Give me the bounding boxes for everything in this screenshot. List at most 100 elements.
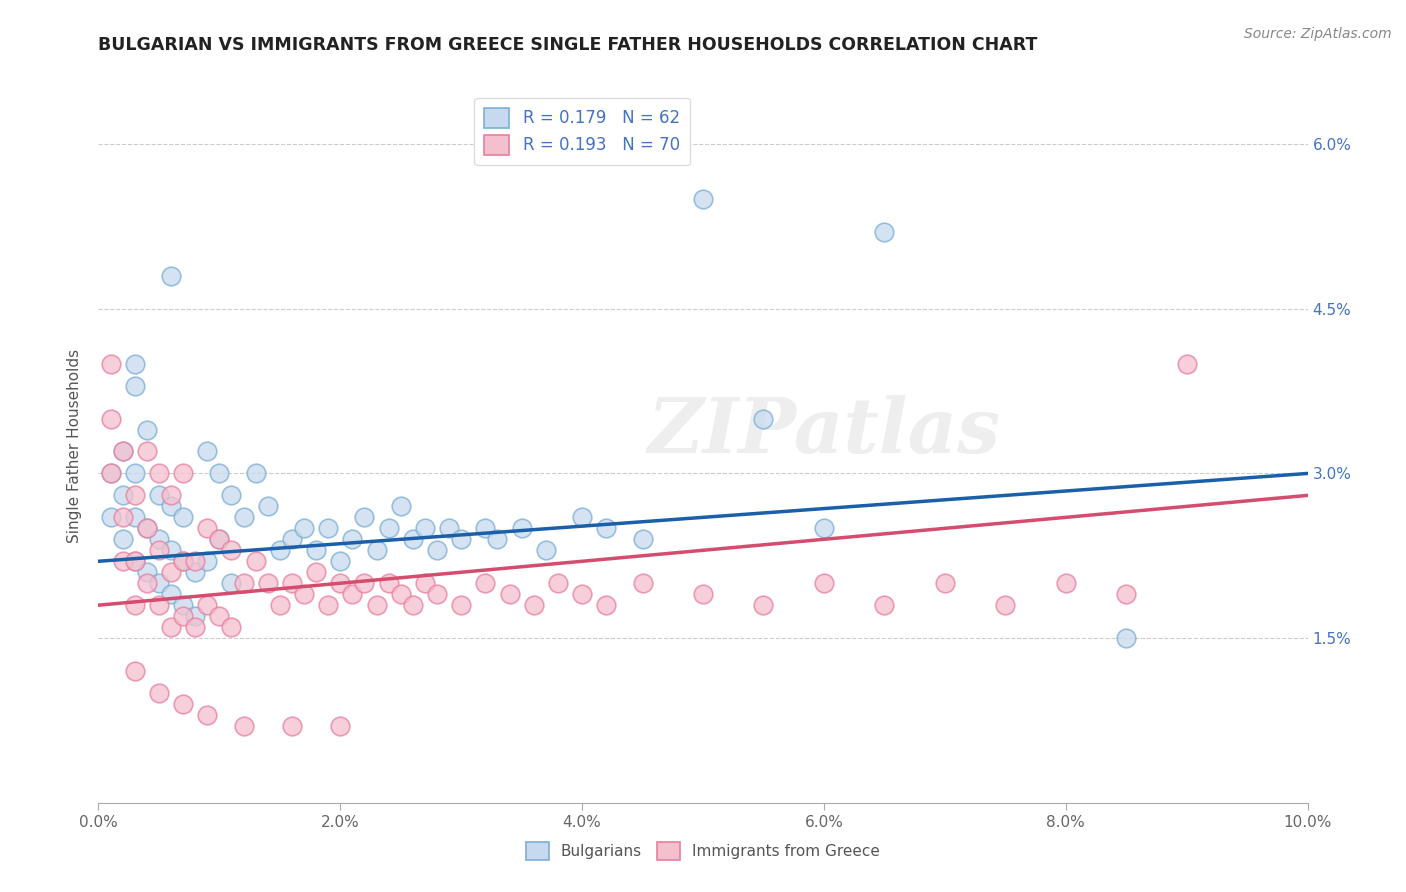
Point xyxy=(172,510,194,524)
Point xyxy=(160,543,183,558)
Point xyxy=(292,587,315,601)
Point xyxy=(692,192,714,206)
Point xyxy=(281,533,304,547)
Point xyxy=(148,686,170,700)
Point xyxy=(232,719,254,733)
Text: ZIPatlas: ZIPatlas xyxy=(647,395,1001,468)
Point xyxy=(353,510,375,524)
Point xyxy=(111,510,134,524)
Point xyxy=(172,554,194,568)
Point xyxy=(160,587,183,601)
Point xyxy=(342,533,364,547)
Point xyxy=(221,620,243,634)
Point xyxy=(221,576,243,591)
Point xyxy=(135,444,157,458)
Point xyxy=(124,488,146,502)
Point xyxy=(184,620,207,634)
Point xyxy=(994,598,1017,612)
Point xyxy=(208,609,231,624)
Point xyxy=(426,543,449,558)
Point xyxy=(221,543,243,558)
Point xyxy=(208,467,231,481)
Point xyxy=(232,510,254,524)
Point xyxy=(195,521,218,535)
Point xyxy=(135,423,157,437)
Point xyxy=(813,576,835,591)
Point xyxy=(124,554,146,568)
Y-axis label: Single Father Households: Single Father Households xyxy=(67,349,83,543)
Point xyxy=(111,488,134,502)
Point xyxy=(184,554,207,568)
Point xyxy=(595,521,617,535)
Point xyxy=(353,576,375,591)
Point xyxy=(305,543,328,558)
Point xyxy=(1054,576,1077,591)
Point xyxy=(124,357,146,371)
Point xyxy=(413,576,436,591)
Point xyxy=(195,598,218,612)
Point xyxy=(437,521,460,535)
Point xyxy=(148,543,170,558)
Point xyxy=(148,467,170,481)
Point xyxy=(377,576,399,591)
Point xyxy=(329,719,352,733)
Point xyxy=(329,554,352,568)
Point xyxy=(281,576,304,591)
Point xyxy=(389,587,412,601)
Point xyxy=(329,576,352,591)
Point xyxy=(402,598,425,612)
Point xyxy=(256,500,278,514)
Point xyxy=(571,510,593,524)
Point xyxy=(474,576,496,591)
Point xyxy=(413,521,436,535)
Text: BULGARIAN VS IMMIGRANTS FROM GREECE SINGLE FATHER HOUSEHOLDS CORRELATION CHART: BULGARIAN VS IMMIGRANTS FROM GREECE SING… xyxy=(98,36,1038,54)
Point xyxy=(160,500,183,514)
Point xyxy=(172,609,194,624)
Text: Source: ZipAtlas.com: Source: ZipAtlas.com xyxy=(1244,27,1392,41)
Point xyxy=(316,598,339,612)
Point xyxy=(269,598,291,612)
Point xyxy=(474,521,496,535)
Point xyxy=(160,488,183,502)
Point xyxy=(111,444,134,458)
Point xyxy=(135,521,157,535)
Point xyxy=(366,543,388,558)
Point xyxy=(1115,587,1137,601)
Point xyxy=(111,533,134,547)
Point xyxy=(172,697,194,711)
Point xyxy=(124,467,146,481)
Point xyxy=(208,533,231,547)
Point xyxy=(450,533,472,547)
Point xyxy=(523,598,546,612)
Point xyxy=(510,521,533,535)
Point xyxy=(752,411,775,425)
Point xyxy=(184,609,207,624)
Point xyxy=(100,357,122,371)
Point xyxy=(316,521,339,535)
Point xyxy=(813,521,835,535)
Point xyxy=(256,576,278,591)
Point xyxy=(389,500,412,514)
Point xyxy=(366,598,388,612)
Point xyxy=(100,411,122,425)
Point xyxy=(148,488,170,502)
Point xyxy=(292,521,315,535)
Point xyxy=(111,554,134,568)
Point xyxy=(124,664,146,678)
Point xyxy=(221,488,243,502)
Point xyxy=(148,576,170,591)
Point xyxy=(111,444,134,458)
Point xyxy=(100,510,122,524)
Point xyxy=(426,587,449,601)
Point xyxy=(184,566,207,580)
Point xyxy=(124,510,146,524)
Point xyxy=(135,566,157,580)
Point xyxy=(135,521,157,535)
Point xyxy=(1175,357,1198,371)
Point xyxy=(100,467,122,481)
Point xyxy=(172,554,194,568)
Point xyxy=(377,521,399,535)
Point xyxy=(100,467,122,481)
Point xyxy=(148,598,170,612)
Legend: Bulgarians, Immigrants from Greece: Bulgarians, Immigrants from Greece xyxy=(520,836,886,866)
